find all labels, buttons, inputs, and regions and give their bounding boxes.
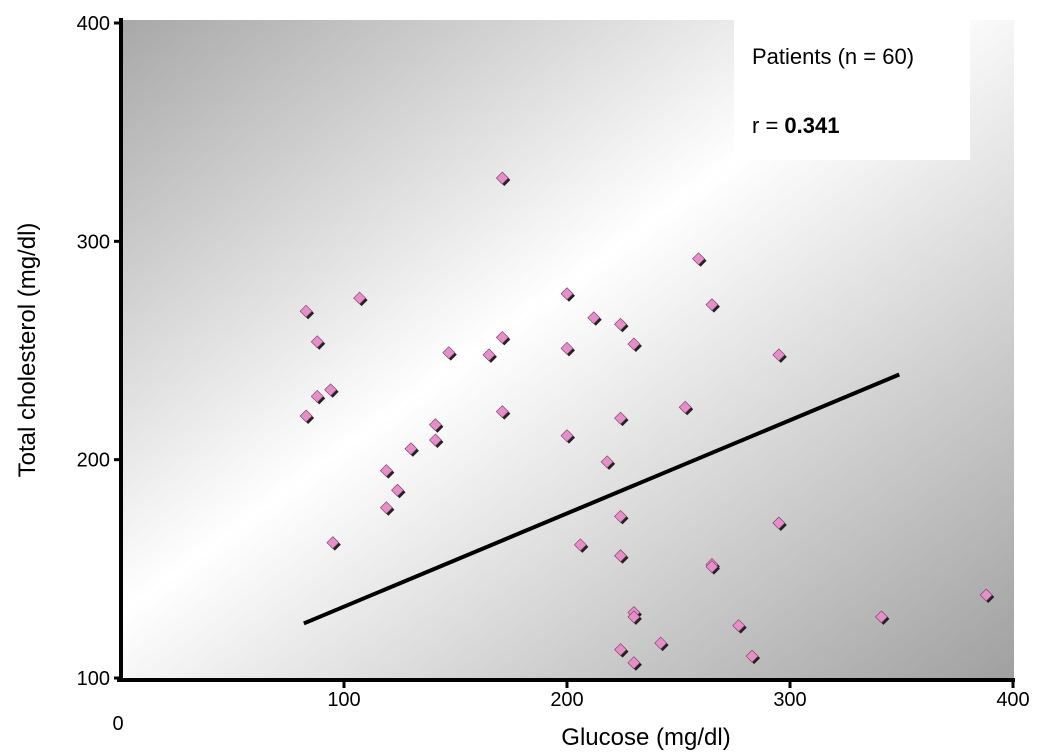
data-point: [324, 383, 339, 398]
y-axis-ticks: 100 200 300 400: [77, 13, 121, 690]
x-tick-label: 100: [327, 689, 360, 711]
x-tick-label: 300: [773, 689, 806, 711]
x-axis-ticks: 100 200 300 400: [327, 680, 1030, 711]
data-point: [732, 619, 747, 634]
data-point: [678, 400, 694, 416]
x-axis-title: Glucose (mg/dl): [561, 724, 730, 751]
annotation-patients-text: Patients (n = 60): [752, 44, 914, 69]
data-point: [495, 405, 511, 420]
data-point: [627, 337, 642, 352]
data-point: [600, 455, 616, 470]
data-point: [745, 649, 761, 665]
data-point: [391, 483, 406, 499]
data-point: [379, 501, 395, 516]
data-point: [379, 464, 395, 479]
data-point: [326, 536, 341, 551]
data-point: [495, 330, 511, 346]
annotation-r-value: 0.341: [784, 113, 839, 138]
data-point: [614, 317, 629, 333]
data-point: [772, 516, 787, 531]
data-point: [299, 409, 315, 424]
data-point: [614, 549, 629, 564]
data-point: [979, 588, 995, 604]
data-point: [560, 341, 575, 357]
x-tick-label: 400: [996, 689, 1029, 711]
data-point: [442, 346, 457, 361]
data-point: [495, 171, 511, 187]
annotation-r-prefix: r =: [752, 113, 784, 138]
annotation-box-background: [734, 20, 970, 160]
annotation-box: Patients (n = 60) r = 0.341: [734, 20, 970, 160]
data-point: [705, 298, 720, 313]
data-point: [654, 636, 669, 652]
data-point: [692, 252, 707, 267]
y-tick-label: 400: [77, 13, 110, 35]
data-point: [614, 510, 629, 525]
data-point: [310, 335, 326, 350]
y-tick-label: 300: [77, 231, 110, 253]
y-tick-label: 200: [77, 450, 110, 472]
data-point: [772, 348, 787, 363]
regression-line-group: [303, 372, 901, 626]
data-point: [404, 442, 419, 457]
data-point: [299, 304, 315, 320]
data-point: [614, 643, 629, 658]
data-point: [429, 418, 444, 433]
data-point: [587, 311, 602, 326]
data-point: [310, 389, 326, 405]
data-point: [875, 610, 890, 625]
data-point: [560, 429, 575, 444]
data-point: [627, 610, 642, 625]
data-point: [573, 538, 589, 553]
data-point: [560, 287, 575, 302]
data-point: [353, 291, 368, 307]
x-tick-label: 200: [550, 689, 583, 711]
y-axis-title: Total cholesterol (mg/dl): [14, 223, 41, 478]
data-point: [482, 348, 497, 363]
origin-label: 0: [112, 713, 123, 735]
data-point: [614, 411, 629, 427]
data-point: [429, 433, 444, 449]
data-points: [299, 171, 995, 671]
y-tick-label: 100: [77, 668, 110, 690]
annotation-r-text: r = 0.341: [752, 113, 839, 138]
regression-line: [303, 372, 901, 626]
data-point: [705, 560, 720, 575]
data-point: [627, 656, 642, 671]
